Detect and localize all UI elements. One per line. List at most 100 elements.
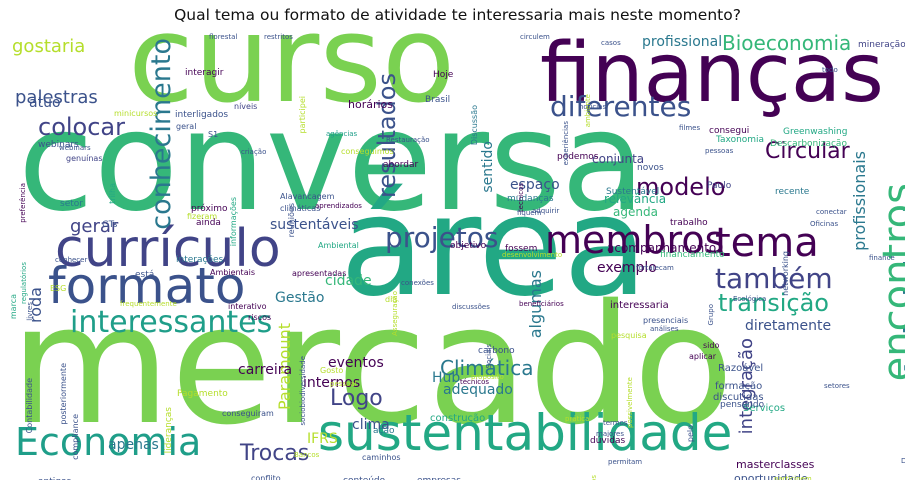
word-profissionais: profissionais xyxy=(850,151,869,251)
word-mineracao: mineração xyxy=(858,40,905,50)
word-todo: todo xyxy=(822,66,838,74)
word-ambiente: ambiente xyxy=(584,94,592,128)
word-objetivo: objetivo xyxy=(450,241,487,251)
word-circular: Circular xyxy=(765,139,850,164)
word-analises: análises xyxy=(650,325,679,333)
word-masterclasses: masterclasses xyxy=(736,458,815,471)
word-consegui: consegui xyxy=(709,126,750,136)
word-aplicar: aplicar xyxy=(689,352,717,361)
word-discussao: Discussão xyxy=(470,105,479,146)
word-taxonomia: Taxonomia xyxy=(716,135,765,145)
word-circulem: circulem xyxy=(520,33,550,41)
word-colocar: colocar xyxy=(38,113,125,141)
word-sentido: sentido xyxy=(480,141,496,193)
word-conseguiram: conseguiram xyxy=(222,409,274,418)
word-niveis: níveis xyxy=(234,102,258,111)
word-esg: ESG xyxy=(50,284,67,293)
word-financas: finanças xyxy=(540,33,884,121)
word-setores: setores xyxy=(824,382,850,390)
word-atuo: atuo xyxy=(29,95,61,111)
word-participem: participem xyxy=(774,475,812,481)
word-sustentaveis: sustentáveis xyxy=(270,217,359,233)
word-apenas: apenas xyxy=(108,437,159,453)
word-grupo: Grupo xyxy=(707,304,715,326)
word-climatica: Climática xyxy=(440,356,534,380)
word-gestao: Gestão xyxy=(275,290,325,306)
word-casos: casos xyxy=(601,39,621,47)
word-interessaria: interessaria xyxy=(610,300,669,311)
word-razoavel: Razoável xyxy=(718,363,764,374)
word-construcao: construção xyxy=(430,413,486,424)
word-curriculo: currículo xyxy=(55,219,281,279)
word-discussoes: discussões xyxy=(452,303,490,311)
word-climaticas: climáticas xyxy=(280,204,321,213)
word-acompanhamento: acompanhamento xyxy=(607,241,717,255)
word-hub: Hub xyxy=(432,370,461,386)
word-posteriormente: posteriormente xyxy=(59,363,68,425)
word-trabalho: trabalho xyxy=(670,218,708,228)
word-tambem: também xyxy=(715,262,833,295)
word-ifrs: IFRS xyxy=(307,431,338,447)
word-apresentadas: apresentadas xyxy=(292,269,347,278)
word-sociobiodiversidade: sociobiodiversidade xyxy=(299,356,307,426)
word-duvidas: dúvidas xyxy=(590,436,626,446)
word-bioeconomia: Bioeconomia xyxy=(722,33,852,55)
word-ainda: ainda xyxy=(196,218,221,228)
word-oportunidade: oportunidade xyxy=(734,472,808,480)
word-horarios: horários xyxy=(348,98,394,111)
word-disclosures: Disclosures xyxy=(901,457,905,465)
word-financiamento: financiamento xyxy=(660,250,725,260)
word-internos: internos xyxy=(303,375,361,391)
word-marca: marca xyxy=(10,294,18,320)
word-genuinas: genuínas xyxy=(66,154,103,163)
word-fiquem: fiquem xyxy=(517,209,542,217)
word-fortalecam: fortalecam xyxy=(636,264,674,272)
word-diretamente: diretamente xyxy=(745,318,832,334)
word-esta: está xyxy=(135,270,155,280)
word-estudos: estudos xyxy=(590,475,598,480)
word-regulatorios: regulatórios xyxy=(20,262,28,304)
word-conversa: conversa xyxy=(18,81,646,242)
word-membros: membros xyxy=(545,218,725,262)
word-conseguimos: conseguimos xyxy=(341,147,394,156)
word-carreira: carreira xyxy=(238,362,293,378)
word-formacao: formação xyxy=(715,381,763,392)
word-sido: sido xyxy=(703,341,720,350)
word-interacoes: interações xyxy=(176,255,224,265)
word-tecnicos: técnicos xyxy=(460,378,490,386)
word-sustentavel: Sustentável xyxy=(606,187,660,197)
word-restritos: restritos xyxy=(264,33,293,41)
word-mercado: mercado xyxy=(10,269,734,461)
word-area: área xyxy=(340,166,648,327)
word-hoje: Hoje xyxy=(433,70,454,80)
word-interligados: interligados xyxy=(175,110,229,120)
word-frequentemente: frequentemente xyxy=(120,300,177,308)
word-filmes: filmes xyxy=(679,124,701,132)
word-criacao: criação xyxy=(241,148,267,156)
word-carbono: carbono xyxy=(478,346,515,356)
word-conteudo: conteúdo xyxy=(343,477,385,481)
word-trilha: trilha xyxy=(108,183,117,204)
word-gerar: gerar xyxy=(70,216,119,237)
word-cidade: cidade xyxy=(325,273,372,289)
word-florestal: florestal xyxy=(209,33,238,41)
word-modelo: modelo xyxy=(636,173,726,201)
word-conexoes: conexões xyxy=(401,279,434,287)
word-conjunta: conjunta xyxy=(592,152,645,166)
word-geral: geral xyxy=(176,122,197,131)
word-ecologica: Ecológica xyxy=(733,295,767,303)
word-conflito: conflito xyxy=(251,474,281,481)
word-gostaria: gostaria xyxy=(12,36,86,57)
word-noticias: notícias xyxy=(579,103,607,111)
word-brasil: Brasil xyxy=(425,95,451,105)
word-agencias: agências xyxy=(326,130,358,138)
word-proximo: próximo xyxy=(191,204,228,214)
word-tema: tema xyxy=(715,220,819,266)
word-pensando: pensando xyxy=(720,400,765,410)
word-pratica: prática xyxy=(565,415,590,423)
word-liderancas: lideranças xyxy=(164,407,174,454)
word-desenvolvimento: desenvolvimento xyxy=(502,251,563,259)
word-interativo: interativo xyxy=(228,302,267,311)
word-transicao: transição xyxy=(718,289,829,317)
word-trocas: Trocas xyxy=(240,441,310,466)
